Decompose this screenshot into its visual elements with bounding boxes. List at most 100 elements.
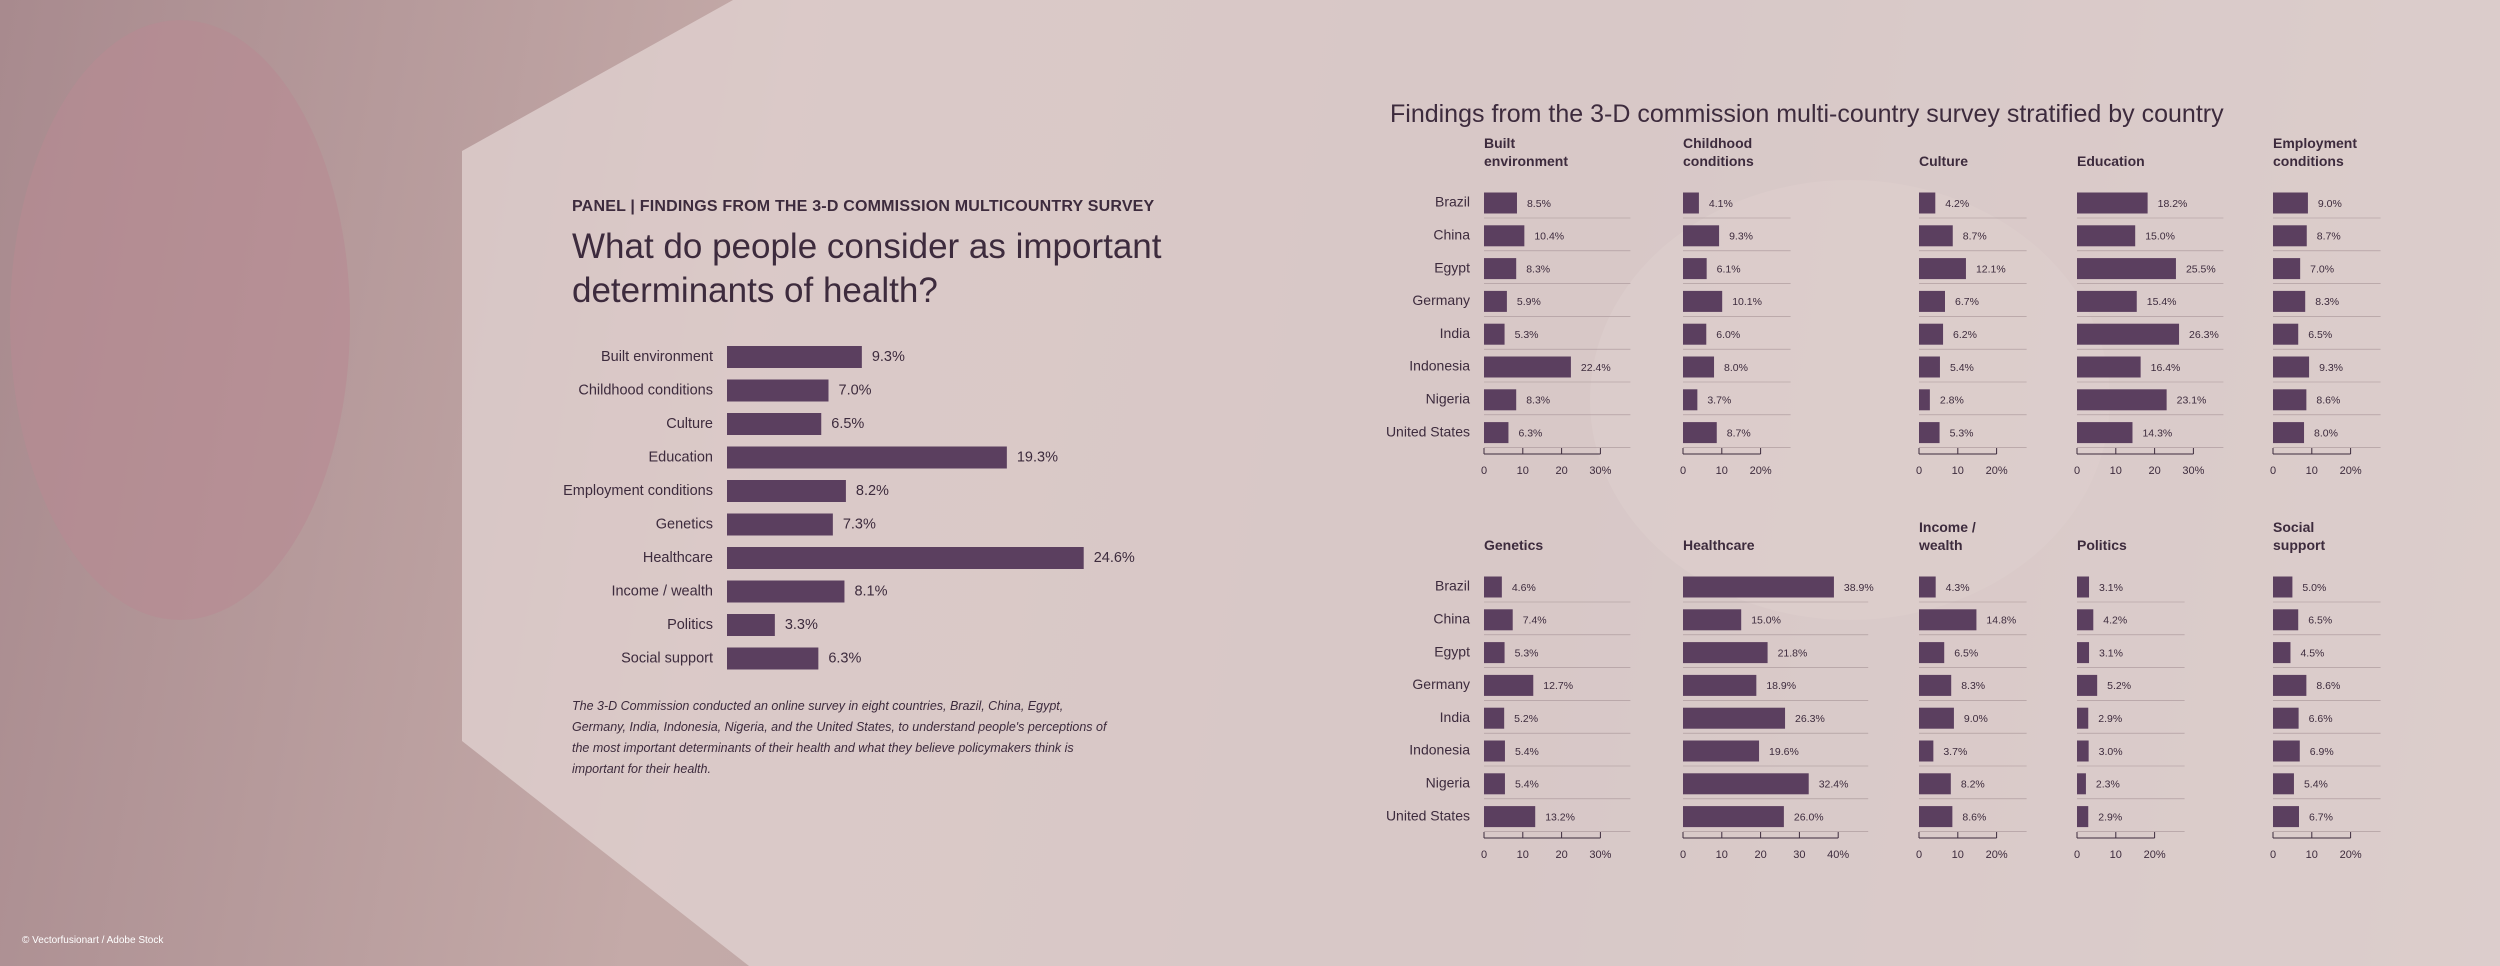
value-label: 3.7% bbox=[1943, 746, 1967, 758]
bar bbox=[1919, 192, 1936, 214]
bar bbox=[1919, 422, 1940, 444]
bar bbox=[1484, 225, 1525, 247]
bar bbox=[727, 480, 846, 502]
value-label: 8.1% bbox=[854, 583, 887, 599]
bar bbox=[1484, 290, 1507, 312]
x-tick-label: 0 bbox=[1481, 849, 1487, 861]
country-label: Egypt bbox=[1434, 643, 1470, 659]
bar bbox=[727, 413, 822, 435]
country-label: Brazil bbox=[1435, 194, 1470, 210]
bar bbox=[1683, 740, 1760, 762]
headline: What do people consider as important det… bbox=[572, 227, 1162, 310]
value-label: 4.1% bbox=[1709, 198, 1733, 210]
bar bbox=[2273, 290, 2306, 312]
value-label: 8.6% bbox=[2316, 395, 2340, 407]
value-label: 5.3% bbox=[1515, 647, 1539, 659]
bar bbox=[727, 647, 819, 670]
x-tick-label: 20% bbox=[2340, 465, 2362, 477]
value-label: 8.7% bbox=[2317, 231, 2341, 243]
panel-title: Employment conditions bbox=[2273, 135, 2358, 169]
bar bbox=[727, 547, 1084, 569]
value-label: 9.3% bbox=[1729, 231, 1753, 243]
x-tick-label: 0 bbox=[1916, 465, 1922, 477]
country-label: China bbox=[1433, 227, 1470, 243]
value-label: 14.8% bbox=[1986, 615, 2016, 627]
bar bbox=[1484, 740, 1505, 762]
x-tick-label: 40% bbox=[1827, 849, 1849, 861]
value-label: 22.4% bbox=[1581, 362, 1611, 374]
value-label: 8.7% bbox=[1963, 231, 1987, 243]
value-label: 6.7% bbox=[1955, 296, 1979, 308]
value-label: 15.4% bbox=[2147, 296, 2177, 308]
value-label: 15.0% bbox=[2145, 231, 2175, 243]
value-label: 5.4% bbox=[2304, 779, 2328, 791]
country-label: India bbox=[1440, 709, 1471, 725]
x-tick-label: 10 bbox=[1517, 465, 1529, 477]
value-label: 19.3% bbox=[1017, 449, 1058, 465]
bar bbox=[1683, 422, 1717, 444]
bar bbox=[2077, 290, 2137, 312]
bar bbox=[2273, 389, 2307, 411]
bar bbox=[2077, 225, 2136, 247]
value-label: 18.2% bbox=[2158, 198, 2188, 210]
bar bbox=[1919, 740, 1934, 762]
x-tick-label: 20% bbox=[1750, 465, 1772, 477]
bar bbox=[2273, 258, 2301, 280]
bar bbox=[1683, 389, 1698, 411]
bar bbox=[1919, 806, 1953, 828]
hexagon-panel bbox=[462, 0, 2500, 966]
value-label: 6.2% bbox=[1953, 329, 1977, 341]
value-label: 6.0% bbox=[1716, 329, 1740, 341]
country-label: China bbox=[1433, 611, 1470, 627]
value-label: 8.3% bbox=[1961, 680, 1985, 692]
value-label: 9.0% bbox=[1964, 713, 1988, 725]
x-tick-label: 20 bbox=[2148, 465, 2160, 477]
bar bbox=[727, 614, 775, 636]
category-label: Income / wealth bbox=[611, 583, 713, 599]
value-label: 32.4% bbox=[1819, 779, 1849, 791]
value-label: 24.6% bbox=[1094, 550, 1135, 566]
value-label: 3.1% bbox=[2099, 582, 2123, 594]
bar bbox=[2273, 609, 2299, 631]
country-label: Germany bbox=[1412, 676, 1470, 692]
bar bbox=[727, 379, 829, 402]
bar bbox=[1683, 806, 1784, 828]
value-label: 26.3% bbox=[1795, 713, 1825, 725]
value-label: 6.3% bbox=[828, 650, 861, 666]
x-tick-label: 30 bbox=[1793, 849, 1805, 861]
value-label: 10.4% bbox=[1534, 231, 1564, 243]
bar bbox=[1919, 674, 1952, 696]
value-label: 8.6% bbox=[1962, 811, 1986, 823]
value-label: 15.0% bbox=[1751, 615, 1781, 627]
bar bbox=[1683, 773, 1809, 795]
x-tick-label: 10 bbox=[1716, 849, 1728, 861]
value-label: 18.9% bbox=[1766, 680, 1796, 692]
x-tick-label: 0 bbox=[1481, 465, 1487, 477]
category-label: Social support bbox=[621, 650, 713, 666]
x-tick-label: 10 bbox=[1952, 465, 1964, 477]
value-label: 4.2% bbox=[2103, 615, 2127, 627]
value-label: 8.7% bbox=[1727, 427, 1751, 439]
bar bbox=[2273, 422, 2305, 444]
bar bbox=[2077, 389, 2167, 411]
value-label: 6.9% bbox=[2310, 746, 2334, 758]
bar bbox=[1484, 422, 1509, 444]
bar bbox=[2077, 642, 2090, 664]
value-label: 25.5% bbox=[2186, 263, 2216, 275]
value-label: 7.4% bbox=[1523, 615, 1547, 627]
panel-title: Income / wealth bbox=[1919, 519, 1976, 553]
panel-title: Culture bbox=[1919, 153, 1968, 169]
bar bbox=[1919, 576, 1936, 598]
country-label: Germany bbox=[1412, 292, 1470, 308]
bar bbox=[2273, 674, 2307, 696]
x-tick-label: 20 bbox=[1555, 465, 1567, 477]
country-label: India bbox=[1440, 325, 1471, 341]
value-label: 5.3% bbox=[1950, 427, 1974, 439]
value-label: 2.3% bbox=[2096, 779, 2120, 791]
value-label: 9.0% bbox=[2318, 198, 2342, 210]
value-label: 8.0% bbox=[2314, 427, 2338, 439]
bar bbox=[1683, 609, 1742, 631]
value-label: 9.3% bbox=[872, 349, 905, 365]
bar bbox=[2077, 707, 2089, 729]
